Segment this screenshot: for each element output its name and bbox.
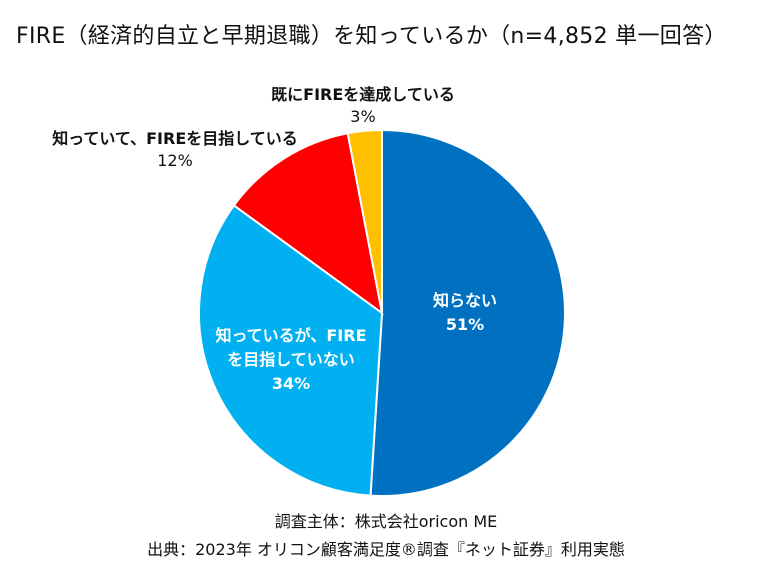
slice-shiranai: [369, 128, 566, 497]
slice-label-text: 知っていて、FIREを目指している: [52, 129, 298, 148]
slice-label-shiranai: 知らない 51%: [405, 289, 525, 337]
slice-label-text-line2: を目指していない: [227, 350, 355, 369]
slice-label-mezashite-iru: 知っていて、FIREを目指している 12%: [30, 128, 320, 172]
slice-label-value: 34%: [271, 374, 311, 393]
slice-tassei: [346, 128, 383, 314]
slice-label-value: 3%: [350, 107, 376, 126]
slice-label-text: 知らない: [432, 291, 497, 310]
slice-label-value: 12%: [157, 151, 193, 170]
slice-label-shitteiru-mezashite-inai: 知っているが、FIRE を目指していない 34%: [196, 324, 386, 396]
pie-slices: [198, 128, 566, 497]
slice-label-value: 51%: [445, 315, 485, 334]
source-line-2: 出典：2023年 オリコン顧客満足度®調査『ネット証券』利用実態: [147, 540, 625, 559]
slice-label-text-line1: 知っているが、FIRE: [215, 326, 367, 345]
slice-label-text: 既にFIREを達成している: [271, 85, 455, 104]
chart-title: FIRE（経済的自立と早期退職）を知っているか（n=4,852 単一回答）: [16, 24, 727, 49]
source-line-1: 調査主体：株式会社oricon ME: [274, 512, 498, 531]
slice-shitteiru-mezashite-inai: [198, 204, 384, 497]
slice-mezashite-iru: [232, 132, 384, 316]
slice-label-tassei: 既にFIREを達成している 3%: [228, 84, 498, 128]
